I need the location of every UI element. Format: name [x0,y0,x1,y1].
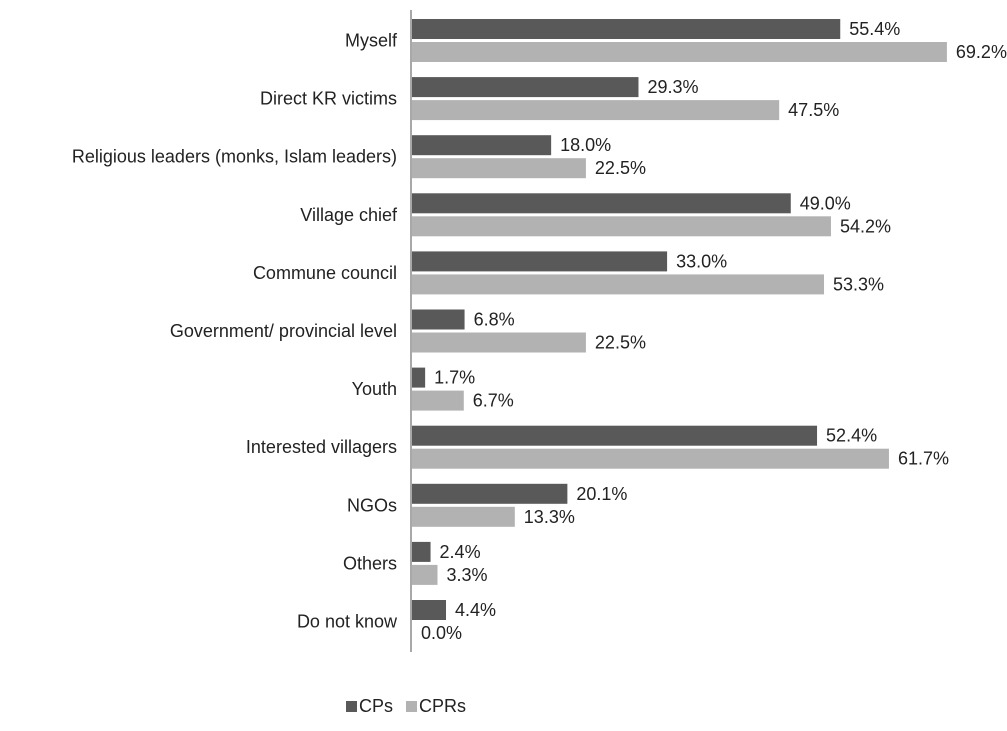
value-label-cprs-village-chief: 54.2% [840,216,891,236]
category-label-ngos: NGOs [347,495,397,515]
value-label-cps-commune-council: 33.0% [676,251,727,271]
value-label-cprs-ngos: 13.3% [524,507,575,527]
legend-swatch-cprs [406,701,417,712]
bar-cprs-direct-kr-victims [412,100,780,121]
bar-cps-youth [412,367,426,388]
category-label-government-provincial-level: Government/ provincial level [170,321,397,341]
bar-cprs-interested-villagers [412,448,889,469]
bar-cprs-ngos [412,506,515,527]
value-label-cps-village-chief: 49.0% [800,193,851,213]
value-label-cprs-youth: 6.7% [473,391,514,411]
category-label-interested-villagers: Interested villagers [246,437,397,457]
bar-cps-ngos [412,483,568,504]
category-label-others: Others [343,553,397,573]
bar-cps-interested-villagers [412,425,818,446]
value-label-cprs-myself: 69.2% [956,42,1007,62]
value-label-cps-youth: 1.7% [434,368,475,388]
value-labels: 55.4% 69.2% 29.3% 47.5% 18.0% 22.5% 49.0% 54.2%… [421,19,1007,643]
value-label-cprs-do-not-know: 0.0% [421,623,462,643]
value-label-cprs-direct-kr-victims: 47.5% [788,100,839,120]
bar-cps-religious-leaders-monks-islam-leaders [412,135,552,156]
value-label-cps-religious-leaders-monks-islam-leaders: 18.0% [560,135,611,155]
category-labels: Myself Direct KR victims Religious leaders… [72,31,398,632]
value-label-cps-myself: 55.4% [849,19,900,39]
value-label-cprs-government-provincial-level: 22.5% [595,333,646,353]
value-label-cps-ngos: 20.1% [576,484,627,504]
value-label-cprs-religious-leaders-monks-islam-leaders: 22.5% [595,158,646,178]
category-label-village-chief: Village chief [300,205,398,225]
bar-cprs-myself [412,42,947,62]
value-label-cps-others: 2.4% [440,542,481,562]
category-label-religious-leaders-monks-islam-leaders: Religious leaders (monks, Islam leaders) [72,147,397,167]
legend-label-cprs: CPRs [419,696,466,716]
legend-label-cps: CPs [359,696,393,716]
bar-cps-do-not-know [412,600,447,620]
bars-group [412,19,947,620]
legend: CPs CPRs [346,696,466,716]
category-label-do-not-know: Do not know [297,612,398,632]
value-label-cps-direct-kr-victims: 29.3% [647,77,698,97]
value-label-cps-do-not-know: 4.4% [455,600,496,620]
value-label-cps-government-provincial-level: 6.8% [474,310,515,330]
bar-cps-others [412,541,431,562]
bar-cps-village-chief [412,193,791,214]
category-label-commune-council: Commune council [253,263,397,283]
category-label-direct-kr-victims: Direct KR victims [260,89,397,109]
bar-cps-commune-council [412,251,668,272]
bar-cprs-youth [412,390,464,411]
value-label-cprs-interested-villagers: 61.7% [898,449,949,469]
value-label-cprs-commune-council: 53.3% [833,274,884,294]
bar-cps-government-provincial-level [412,309,465,330]
value-label-cprs-others: 3.3% [447,565,488,585]
category-label-youth: Youth [352,379,397,399]
bar-cprs-government-provincial-level [412,332,586,353]
bar-cprs-commune-council [412,274,825,295]
value-label-cps-interested-villagers: 52.4% [826,426,877,446]
bar-cps-myself [412,19,841,39]
bar-cprs-others [412,564,438,585]
category-label-myself: Myself [345,31,398,51]
bar-cprs-village-chief [412,216,831,237]
legend-swatch-cps [346,701,357,712]
bar-cps-direct-kr-victims [412,77,639,98]
bar-cprs-religious-leaders-monks-islam-leaders [412,158,586,179]
